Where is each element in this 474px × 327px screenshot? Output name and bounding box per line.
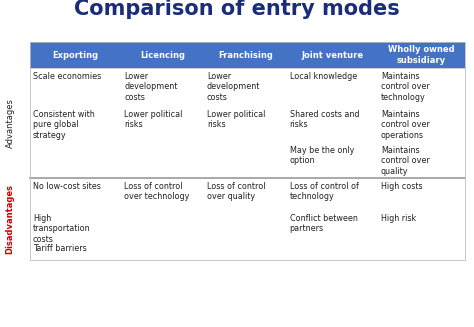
Text: Maintains
control over
quality: Maintains control over quality [381, 146, 430, 176]
Bar [30, 210, 465, 240]
Text: Tariff barriers: Tariff barriers [33, 244, 87, 253]
Text: High risk: High risk [381, 214, 416, 223]
Bar [30, 142, 465, 178]
Text: Shared costs and
risks: Shared costs and risks [290, 110, 359, 129]
Text: No low-cost sites: No low-cost sites [33, 182, 101, 191]
Bar [30, 42, 465, 260]
Text: Lower
development
costs: Lower development costs [207, 72, 260, 102]
Text: Licencing: Licencing [140, 50, 185, 60]
Text: Local knowledge: Local knowledge [290, 72, 357, 81]
Text: Comparison of entry modes: Comparison of entry modes [74, 0, 400, 19]
Text: Consistent with
pure global
strategy: Consistent with pure global strategy [33, 110, 95, 140]
Text: Lower
development
costs: Lower development costs [124, 72, 178, 102]
Text: Wholly owned
subsidiary: Wholly owned subsidiary [388, 45, 455, 65]
Bar [30, 68, 465, 106]
Bar [30, 106, 465, 142]
Text: Scale economies: Scale economies [33, 72, 101, 81]
Text: Loss of control of
technology: Loss of control of technology [290, 182, 358, 201]
Text: May be the only
option: May be the only option [290, 146, 354, 165]
Text: Joint venture: Joint venture [301, 50, 364, 60]
Text: Lower political
risks: Lower political risks [124, 110, 182, 129]
Text: Maintains
control over
operations: Maintains control over operations [381, 110, 430, 140]
Text: Loss of control
over quality: Loss of control over quality [207, 182, 265, 201]
Text: High
transportation
costs: High transportation costs [33, 214, 91, 244]
Bar [30, 240, 465, 260]
Text: Advantages: Advantages [6, 98, 15, 148]
Text: High costs: High costs [381, 182, 423, 191]
Text: Maintains
control over
technology: Maintains control over technology [381, 72, 430, 102]
Text: Disadvantages: Disadvantages [6, 184, 15, 254]
Bar [30, 178, 465, 210]
Text: Lower political
risks: Lower political risks [207, 110, 265, 129]
Bar [30, 42, 465, 68]
Text: Exporting: Exporting [53, 50, 99, 60]
Text: Loss of control
over technology: Loss of control over technology [124, 182, 190, 201]
Text: Franchising: Franchising [218, 50, 273, 60]
Text: Conflict between
partners: Conflict between partners [290, 214, 357, 233]
